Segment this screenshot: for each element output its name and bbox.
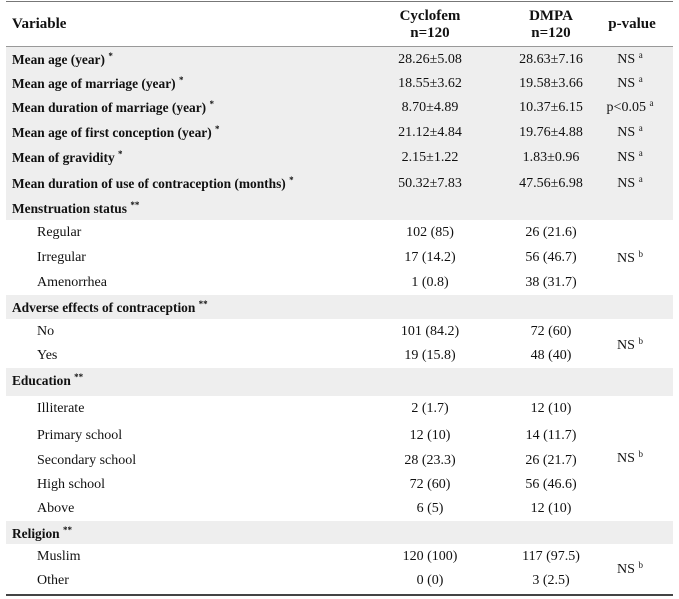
- cyclofem-value: 120 (100): [402, 549, 458, 564]
- cyclofem-value: 102 (85): [406, 225, 454, 240]
- row-label: Regular: [37, 225, 82, 240]
- dmpa-value: 14 (11.7): [525, 428, 577, 443]
- cyclofem-value: 21.12±4.84: [398, 125, 462, 140]
- row-label: Primary school: [37, 428, 123, 443]
- header-cyclofem: Cyclofem: [399, 8, 461, 24]
- row-label: Mean age of first conception (year) *: [12, 124, 220, 141]
- row-label: Irregular: [37, 250, 86, 265]
- dmpa-value: 28.63±7.16: [519, 52, 583, 67]
- row-label: High school: [37, 477, 106, 492]
- row-label: Mean of gravidity *: [12, 149, 123, 166]
- dmpa-value: 12 (10): [530, 501, 572, 516]
- cyclofem-value: 19 (15.8): [404, 348, 456, 363]
- dmpa-value: 26 (21.6): [525, 225, 577, 240]
- header-variable: Variable: [12, 16, 67, 32]
- table-bottom-rule: [6, 594, 673, 596]
- row-label: Muslim: [37, 549, 81, 564]
- p-value: NS a: [617, 148, 643, 166]
- cyclofem-value: 2.15±1.22: [401, 150, 459, 165]
- dmpa-value: 38 (31.7): [525, 275, 577, 290]
- row-label: Menstruation status **: [12, 200, 140, 217]
- row-label: Mean age (year) *: [12, 51, 113, 68]
- dmpa-value: 19.76±4.88: [519, 125, 583, 140]
- row-label: Religion **: [12, 525, 72, 542]
- cyclofem-value: 8.70±4.89: [401, 100, 459, 115]
- row-band: [6, 368, 673, 396]
- cyclofem-value: 28 (23.3): [404, 453, 456, 468]
- row-band: [6, 71, 673, 95]
- row-band: [6, 47, 673, 71]
- row-label: Mean age of marriage (year) *: [12, 75, 184, 92]
- dmpa-value: 72 (60): [530, 324, 572, 339]
- group-p-value: NS b: [617, 336, 643, 354]
- cyclofem-value: 17 (14.2): [404, 250, 456, 265]
- row-band: [6, 120, 673, 145]
- cyclofem-value: 12 (10): [409, 428, 451, 443]
- dmpa-value: 48 (40): [530, 348, 572, 363]
- p-value: p<0.05 a: [606, 98, 654, 116]
- row-band: [6, 95, 673, 120]
- cyclofem-value: 2 (1.7): [411, 401, 449, 416]
- dmpa-value: 47.56±6.98: [519, 176, 583, 191]
- p-value: NS a: [617, 123, 643, 141]
- dmpa-value: 56 (46.6): [525, 477, 577, 492]
- row-band: [6, 295, 673, 319]
- cyclofem-value: 101 (84.2): [400, 324, 460, 339]
- cyclofem-value: 72 (60): [409, 477, 451, 492]
- table-top-rule: [6, 1, 673, 2]
- row-band: [6, 145, 673, 171]
- header-cyclofem-n: n=120: [410, 25, 450, 41]
- cyclofem-value: 1 (0.8): [411, 275, 449, 290]
- row-label: Illiterate: [37, 401, 85, 416]
- header-pvalue: p-value: [608, 16, 656, 32]
- cyclofem-value: 28.26±5.08: [398, 52, 462, 67]
- row-label: Adverse effects of contraception **: [12, 299, 208, 316]
- row-label: Amenorrhea: [37, 275, 107, 290]
- p-value: NS a: [617, 174, 643, 192]
- dmpa-value: 26 (21.7): [525, 453, 577, 468]
- group-p-value: NS b: [617, 560, 643, 578]
- row-band: [6, 196, 673, 220]
- p-value: NS a: [617, 50, 643, 68]
- group-p-value: NS b: [617, 449, 643, 467]
- group-p-value: NS b: [617, 249, 643, 267]
- cyclofem-value: 6 (5): [416, 501, 444, 516]
- row-label: No: [37, 324, 55, 339]
- row-label: Other: [37, 573, 69, 588]
- row-label: Mean duration of marriage (year) *: [12, 99, 214, 116]
- dmpa-value: 12 (10): [530, 401, 572, 416]
- dmpa-value: 1.83±0.96: [522, 150, 580, 165]
- cyclofem-value: 18.55±3.62: [398, 76, 462, 91]
- row-label: Yes: [37, 348, 58, 363]
- row-label: Mean duration of use of contraception (m…: [12, 175, 294, 192]
- row-label: Education **: [12, 372, 84, 389]
- dmpa-value: 19.58±3.66: [519, 76, 583, 91]
- header-dmpa: DMPA: [529, 8, 573, 24]
- cyclofem-value: 50.32±7.83: [398, 176, 462, 191]
- row-label: Secondary school: [37, 453, 137, 468]
- dmpa-value: 10.37±6.15: [519, 100, 583, 115]
- p-value: NS a: [617, 74, 643, 92]
- row-band: [6, 521, 673, 544]
- dmpa-value: 56 (46.7): [525, 250, 577, 265]
- header-rule: [6, 46, 673, 47]
- dmpa-value: 3 (2.5): [532, 573, 570, 588]
- row-label: Above: [37, 501, 75, 516]
- row-band: [6, 171, 673, 196]
- header-dmpa-n: n=120: [531, 25, 571, 41]
- cyclofem-value: 0 (0): [416, 573, 444, 588]
- dmpa-value: 117 (97.5): [522, 549, 580, 564]
